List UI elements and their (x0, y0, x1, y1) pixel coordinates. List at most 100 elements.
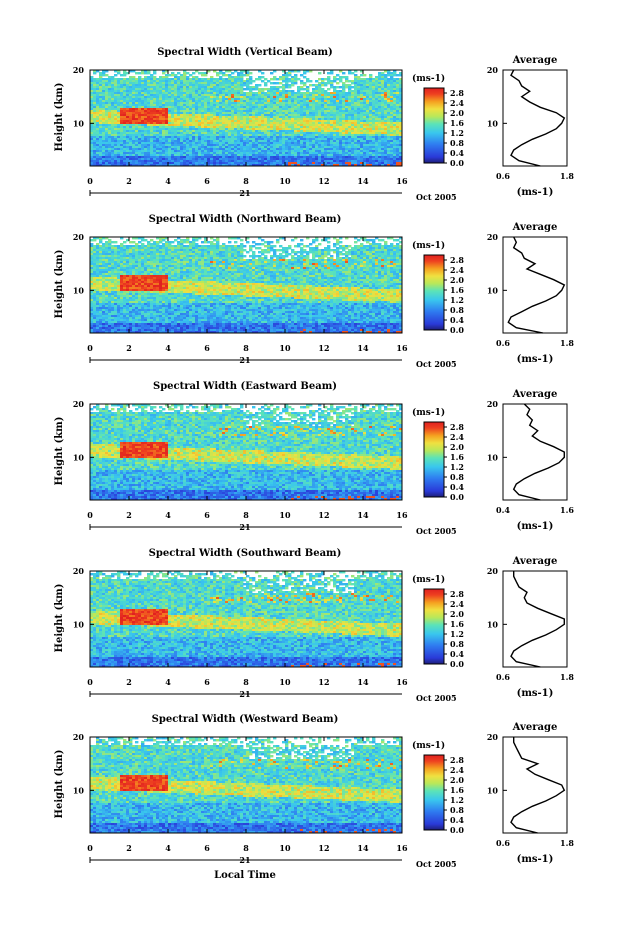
heatmap-cell (345, 80, 348, 82)
average-y-tick-label: 10 (487, 118, 499, 128)
heatmap-cell (300, 88, 303, 90)
heatmap-cell (360, 74, 363, 76)
heatmap-cell (189, 74, 192, 76)
colorbar-tick-label: 0.0 (450, 158, 464, 168)
heatmap-cell (255, 88, 258, 90)
heatmap-cell (351, 82, 354, 84)
heatmap-cell (225, 74, 228, 76)
heatmap-cell (279, 78, 282, 80)
heatmap-cell (243, 88, 246, 90)
heatmap-cell (345, 86, 348, 88)
colorbar-tick-label: 2.4 (450, 98, 464, 108)
heatmap-cell (288, 86, 291, 88)
colorbar-tick-label: 1.6 (450, 118, 464, 128)
heatmap-cell (318, 72, 321, 74)
heatmap-cell (93, 72, 96, 74)
heatmap-cell (300, 82, 303, 84)
heatmap-cell (261, 80, 264, 82)
heatmap-cell (123, 74, 126, 76)
heatmap-cell (309, 80, 312, 82)
heatmap-cell (222, 74, 225, 76)
heatmap-cell (114, 74, 117, 76)
heatmap-cell (270, 82, 273, 84)
x-tick-label: 0 (87, 176, 93, 186)
heatmap-cell (330, 72, 333, 74)
heatmap-cell (324, 84, 327, 86)
x-tick-label: 16 (396, 176, 408, 186)
heatmap-cell (336, 86, 339, 88)
heatmap-cell (141, 72, 144, 74)
heatmap-cell (303, 88, 306, 90)
average-x-tick-label: 0.6 (496, 171, 510, 181)
heatmap-cell (270, 72, 273, 74)
heatmap-cell (348, 72, 351, 74)
heatmap-cell (351, 72, 354, 74)
heatmap-cell (171, 74, 174, 76)
heatmap-cell (318, 78, 321, 80)
heatmap-cell (216, 74, 219, 76)
heatmap-cell (264, 78, 267, 80)
heatmap-cell (258, 78, 261, 80)
x-tick-label: 12 (318, 176, 329, 186)
heatmap-cell (294, 82, 297, 84)
colorbar: 0.00.40.81.21.62.02.42.8 (424, 88, 464, 168)
heatmap-cell (153, 72, 156, 74)
heatmap-cell (267, 80, 270, 82)
heatmap-cell (363, 74, 366, 76)
heatmap-cell (219, 72, 222, 74)
heatmap-cell (273, 78, 276, 80)
colorbar-tick-label: 0.8 (450, 138, 464, 148)
panel-title: Spectral Width (Northward Beam) (149, 214, 342, 225)
heatmap-cell (252, 80, 255, 82)
heatmap-cell (327, 82, 330, 84)
heatmap-cell (303, 84, 306, 86)
heatmap-cell (258, 84, 261, 86)
heatmap-cell (342, 76, 345, 78)
heatmap-cell (306, 80, 309, 82)
heatmap-cell (303, 76, 306, 78)
colorbar-gradient (424, 88, 444, 163)
heatmap-cell (138, 72, 141, 74)
heatmap-cell (255, 78, 258, 80)
heatmap-cell (336, 82, 339, 84)
x-tick-label: 4 (165, 176, 171, 186)
heatmap-cell (264, 88, 267, 90)
heatmap-cell (147, 72, 150, 74)
heatmap-cell (249, 72, 252, 74)
average-x-tick-label: 1.8 (560, 171, 574, 181)
heatmap-cell (168, 74, 171, 76)
x-tick-label: 6 (204, 176, 210, 186)
heatmap-cell (261, 72, 264, 74)
heatmap-cell (321, 84, 324, 86)
heatmap-cell (270, 78, 273, 80)
x-tick-label: 8 (243, 176, 249, 186)
heatmap-cell (186, 72, 189, 74)
colorbar-tick-label: 1.2 (450, 128, 464, 138)
heatmap-cell (387, 74, 390, 76)
x-tick-label: 14 (357, 176, 369, 186)
heatmap-cell (327, 88, 330, 90)
heatmap-cell (243, 84, 246, 86)
heatmap-cell (393, 74, 396, 76)
colorbar-tick-label: 2.8 (450, 88, 464, 98)
heatmap-cell (264, 84, 267, 86)
colorbar-unit: (ms-1) (412, 73, 445, 84)
heatmap-cell (192, 72, 195, 74)
heatmap-cell (339, 80, 342, 82)
heatmap-cell (297, 78, 300, 80)
heatmap-cell (327, 72, 330, 74)
heatmap-cell (243, 74, 246, 76)
y-axis-label: Height (km) (54, 83, 65, 152)
colorbar-tick-label: 0.4 (450, 148, 464, 158)
heatmap-cell (333, 80, 336, 82)
heatmap-cell (273, 82, 276, 84)
panel-title: Spectral Width (Vertical Beam) (157, 47, 333, 58)
heatmap-cell (204, 74, 207, 76)
average-y-tick-label: 20 (487, 65, 499, 75)
heatmap-cell (342, 72, 345, 74)
average-xlabel: (ms-1) (517, 187, 554, 198)
date-day-label: 21 (239, 188, 250, 198)
heatmap-cell (291, 84, 294, 86)
heatmap-cell (201, 74, 204, 76)
